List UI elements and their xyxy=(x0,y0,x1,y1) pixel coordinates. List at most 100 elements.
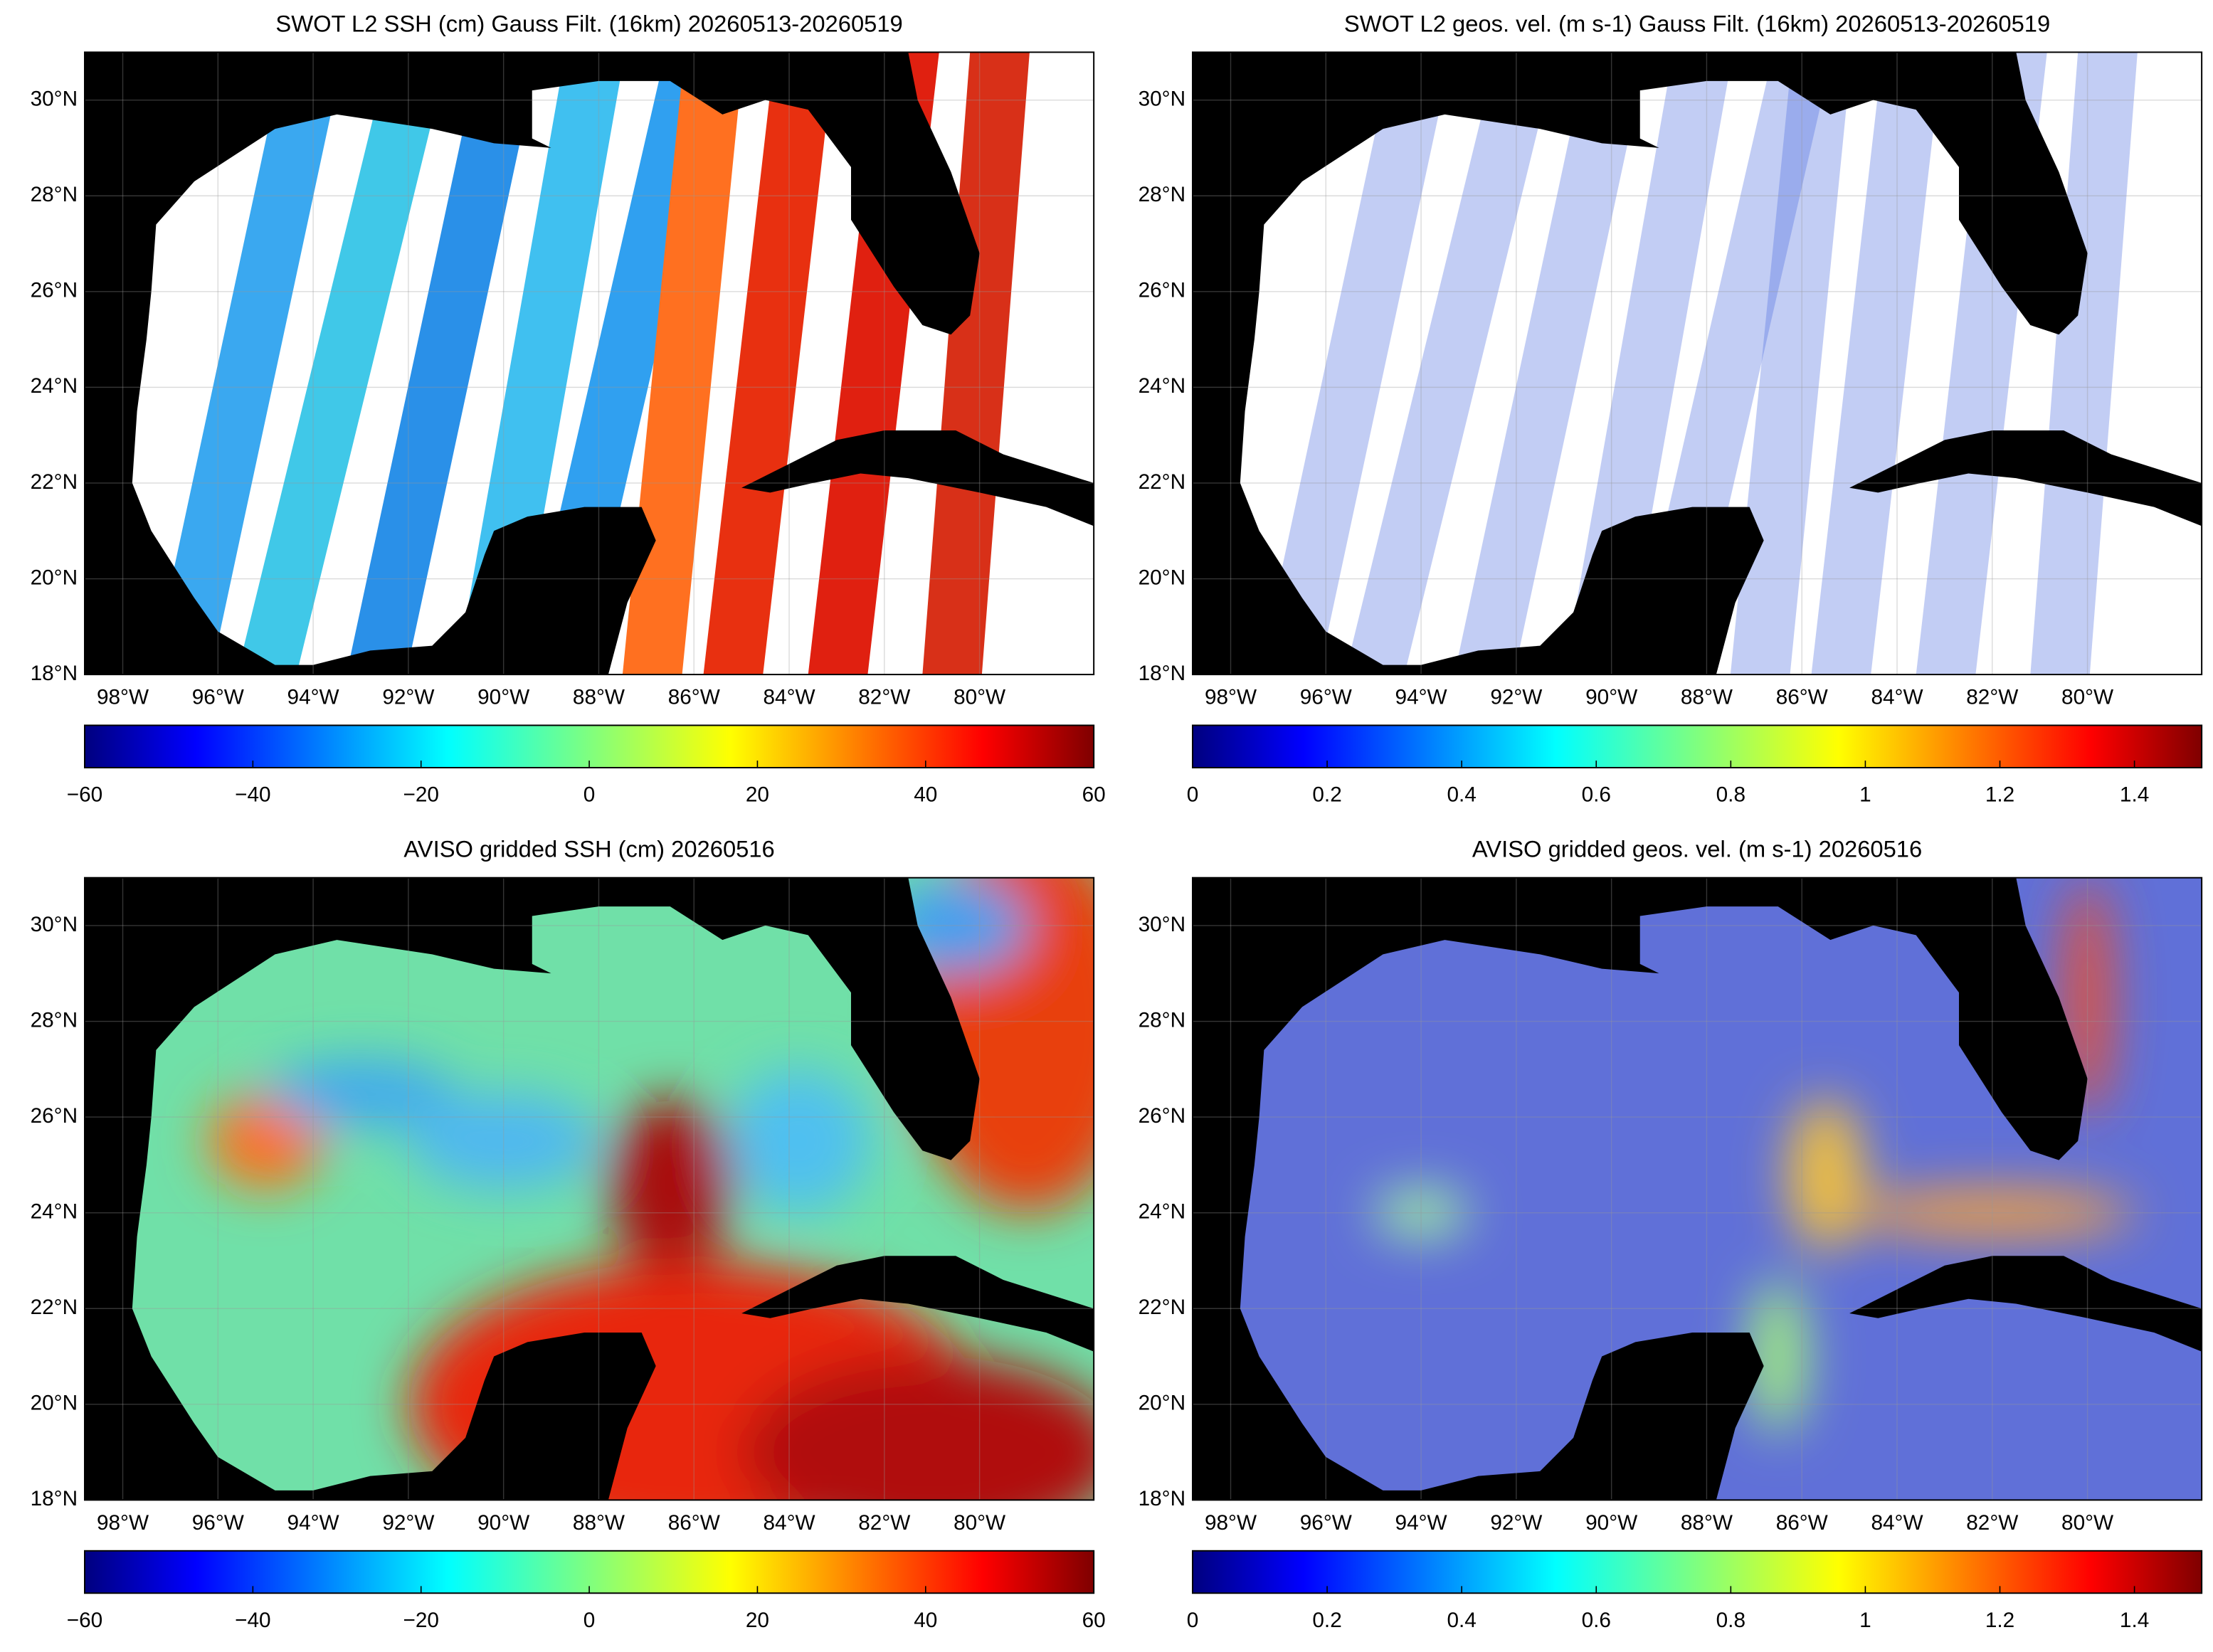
colorbar-tick-label: 0.4 xyxy=(1447,783,1476,807)
colorbar-tick-label: −40 xyxy=(235,783,270,807)
ssh-blob xyxy=(208,1093,323,1190)
colorbar-tick-label: 0.6 xyxy=(1582,783,1611,807)
colorbar-tick-label: −40 xyxy=(235,1609,270,1632)
swath xyxy=(455,52,625,675)
y-tick-label: 24°N xyxy=(31,374,78,398)
map-field xyxy=(85,52,1094,675)
x-tick-label: 88°W xyxy=(573,686,625,709)
x-tick-label: 94°W xyxy=(287,1511,339,1535)
y-tick-label: 22°N xyxy=(1139,1296,1185,1319)
map-field xyxy=(1192,877,2202,1500)
colorbar-tick-label: −20 xyxy=(403,783,438,807)
speed-blob xyxy=(1373,1189,1469,1237)
x-tick-label: 98°W xyxy=(1205,1511,1257,1535)
x-tick-label: 98°W xyxy=(1205,686,1257,709)
map-panel: 98°W 96°W 94°W 92°W 90°W 88°W 86°W 84°W 82°W 80°W… xyxy=(1139,10,2203,807)
swath xyxy=(703,52,835,675)
colorbar-tick-label: −60 xyxy=(67,1609,102,1632)
swath xyxy=(2030,52,2138,675)
colorbar-tick-label: 20 xyxy=(746,1609,769,1632)
x-tick-label: 92°W xyxy=(382,686,434,709)
land xyxy=(1849,430,2202,526)
map-frame xyxy=(1191,877,2203,1501)
colorbar-tick-label: 0.2 xyxy=(1312,1609,1341,1632)
x-tick-label: 88°W xyxy=(573,1511,625,1535)
land xyxy=(85,877,980,1500)
y-tick-label: 28°N xyxy=(1139,1008,1185,1032)
colorbar-tick-label: 0.4 xyxy=(1447,1609,1476,1632)
swath xyxy=(1730,52,1852,675)
y-tick-label: 26°N xyxy=(31,279,78,302)
map-panel: 98°W 96°W 94°W 92°W 90°W 88°W 86°W 84°W 82°W 80°W… xyxy=(1139,836,2203,1632)
swath xyxy=(1259,52,1452,675)
swath xyxy=(346,52,539,675)
x-tick-label: 98°W xyxy=(97,686,149,709)
y-tick-label: 20°N xyxy=(31,1392,78,1415)
swath xyxy=(1454,52,1647,675)
colorbar-tick-label: 40 xyxy=(914,1609,937,1632)
colorbar-tick-label: −20 xyxy=(403,1609,438,1632)
colorbar-tick-label: 1 xyxy=(1859,783,1871,807)
x-tick-label: 80°W xyxy=(954,1511,1005,1535)
speed-blob xyxy=(1749,1279,1807,1434)
x-tick-label: 90°W xyxy=(477,1511,529,1535)
x-tick-label: 94°W xyxy=(1395,1511,1447,1535)
x-tick-label: 82°W xyxy=(1966,686,2018,709)
y-tick-label: 28°N xyxy=(31,183,78,206)
colorbar-tick-label: −60 xyxy=(67,783,102,807)
map-frame xyxy=(84,877,1095,1501)
x-tick-label: 84°W xyxy=(1871,686,1923,709)
y-tick-label: 20°N xyxy=(31,566,78,589)
swath xyxy=(922,52,1030,675)
x-tick-label: 80°W xyxy=(2061,1511,2113,1535)
speed-blob xyxy=(1787,1098,1864,1251)
ssh-blob xyxy=(727,1069,870,1213)
ssh-blob xyxy=(265,1059,456,1127)
y-tick-label: 20°N xyxy=(1139,1392,1185,1415)
colorbar-tick-label: 0.8 xyxy=(1716,1609,1745,1632)
x-tick-label: 96°W xyxy=(192,686,244,709)
colorbar-tick-label: 0 xyxy=(1187,783,1199,807)
y-tick-label: 18°N xyxy=(31,662,78,685)
x-tick-label: 96°W xyxy=(1300,1511,1352,1535)
colorbar-tick-label: 0 xyxy=(583,1609,596,1632)
y-tick-label: 28°N xyxy=(31,1008,78,1032)
land xyxy=(741,1256,1094,1352)
x-tick-label: 82°W xyxy=(858,686,910,709)
x-tick-label: 96°W xyxy=(1300,686,1352,709)
x-tick-label: 84°W xyxy=(1871,1511,1923,1535)
x-tick-label: 98°W xyxy=(97,1511,149,1535)
y-tick-label: 28°N xyxy=(1139,183,1185,206)
ssh-blob xyxy=(741,1356,1094,1500)
y-tick-label: 22°N xyxy=(1139,470,1185,494)
colorbar-tick-label: 40 xyxy=(914,783,937,807)
land xyxy=(1192,877,2088,1500)
map-frame xyxy=(1191,51,2203,676)
x-tick-label: 80°W xyxy=(954,686,1005,709)
velocity-field xyxy=(1373,877,2135,1434)
x-tick-label: 86°W xyxy=(668,686,720,709)
colorbar xyxy=(1191,724,2203,768)
x-tick-label: 92°W xyxy=(1490,1511,1542,1535)
x-tick-label: 90°W xyxy=(1585,1511,1637,1535)
colorbar-tick-label: 60 xyxy=(1082,1609,1106,1632)
swath xyxy=(1344,52,1557,675)
y-tick-label: 18°N xyxy=(31,1487,78,1510)
land xyxy=(85,52,980,675)
colorbar-tick-label: 0.8 xyxy=(1716,783,1745,807)
x-tick-label: 82°W xyxy=(1966,1511,2018,1535)
colorbar xyxy=(1191,1550,2203,1594)
speed-blob xyxy=(1849,1189,2135,1237)
y-tick-label: 22°N xyxy=(31,470,78,494)
x-tick-label: 96°W xyxy=(192,1511,244,1535)
land xyxy=(1849,1256,2202,1352)
colorbar-tick-label: 0 xyxy=(583,783,596,807)
x-tick-label: 84°W xyxy=(763,1511,815,1535)
x-tick-label: 90°W xyxy=(477,686,529,709)
x-tick-label: 86°W xyxy=(1776,1511,1828,1535)
y-tick-label: 30°N xyxy=(1139,913,1185,936)
colorbar-tick-label: 1 xyxy=(1859,1609,1871,1632)
swath xyxy=(1563,52,1733,675)
